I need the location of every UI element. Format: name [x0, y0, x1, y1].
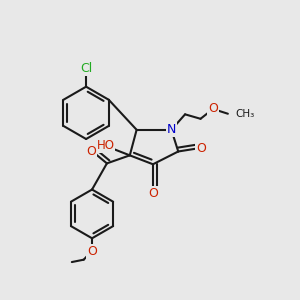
Text: N: N	[167, 123, 176, 136]
Text: CH₃: CH₃	[236, 109, 255, 119]
Text: Cl: Cl	[80, 62, 92, 75]
Text: O: O	[196, 142, 206, 155]
Text: HO: HO	[96, 139, 114, 152]
Text: O: O	[208, 102, 218, 115]
Text: O: O	[87, 245, 97, 258]
Text: O: O	[86, 145, 96, 158]
Text: O: O	[148, 187, 158, 200]
